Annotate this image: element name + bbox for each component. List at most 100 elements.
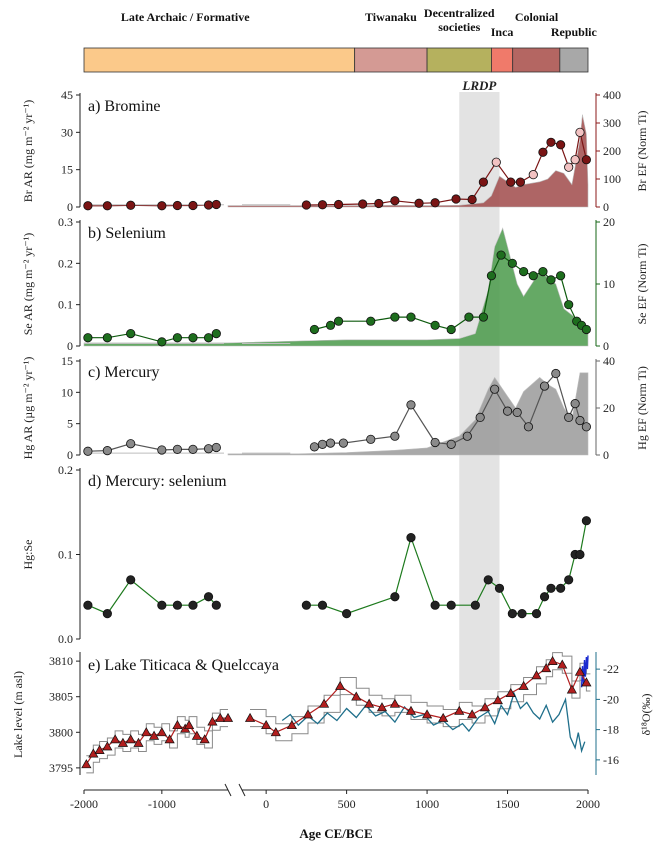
right-tick-label: 300 xyxy=(603,116,621,130)
data-point xyxy=(430,437,440,448)
right-tick-label: -22 xyxy=(603,662,619,676)
lake-level-band xyxy=(86,726,228,774)
panel-1: 0 15 30 45 Br AR (mg m⁻² yr⁻¹) 0 100 200 300 400 B… xyxy=(21,88,649,214)
data-point xyxy=(390,196,400,206)
data-point xyxy=(366,316,376,326)
panel-label: c) Mercury xyxy=(88,364,160,381)
lake-level-point xyxy=(117,737,129,747)
lake-level-point xyxy=(261,719,272,730)
data-point xyxy=(126,328,136,339)
lake-level-point xyxy=(81,759,92,769)
data-point xyxy=(211,199,221,210)
lake-level-point xyxy=(389,698,400,708)
data-point xyxy=(102,446,112,456)
data-point xyxy=(188,444,198,454)
data-point xyxy=(546,583,556,593)
era-label: Tiwanaku xyxy=(365,10,417,24)
lrdp-label: LRDP xyxy=(461,78,497,93)
era-label: Colonial xyxy=(515,10,559,24)
data-point xyxy=(446,439,456,449)
data-point xyxy=(390,312,400,322)
data-point xyxy=(374,198,384,209)
left-tick-label: 0 xyxy=(67,339,73,353)
data-point xyxy=(539,381,550,391)
lake-level-point xyxy=(302,709,314,719)
data-point xyxy=(464,312,474,322)
lake-level-point xyxy=(574,666,586,676)
data-point xyxy=(581,324,591,335)
data-point xyxy=(502,406,513,416)
data-point xyxy=(157,600,167,610)
data-point xyxy=(188,200,198,211)
left-tick-label: 0.2 xyxy=(58,463,73,477)
lake-level-point xyxy=(467,709,478,719)
data-point xyxy=(203,444,214,454)
x-axis-label: Age CE/BCE xyxy=(299,826,372,841)
data-point xyxy=(564,300,574,310)
right-tick-label: -18 xyxy=(603,723,619,737)
data-point xyxy=(528,170,538,180)
lake-level-point xyxy=(156,727,167,737)
data-point xyxy=(203,592,214,602)
era-label: Inca xyxy=(491,25,514,39)
right-tick-label: 100 xyxy=(603,172,621,186)
lake-level-point xyxy=(148,730,160,740)
right-tick-label: -20 xyxy=(603,692,619,706)
panel-label: e) Lake Titicaca & Quelccaya xyxy=(88,657,279,674)
data-point xyxy=(483,575,493,585)
lake-level-point xyxy=(141,727,152,737)
right-tick-label: 20 xyxy=(603,215,615,229)
left-tick-label: 0 xyxy=(67,448,73,462)
era-segment xyxy=(83,47,356,73)
data-point xyxy=(126,200,136,210)
lake-level-point xyxy=(183,719,195,730)
lake-level-point xyxy=(505,687,516,697)
era-label-line: Decentralized xyxy=(424,6,495,20)
series-line xyxy=(306,132,587,206)
panel-label: b) Selenium xyxy=(88,225,166,242)
data-point xyxy=(446,600,456,610)
data-point xyxy=(531,609,542,619)
lake-level-point xyxy=(318,698,330,708)
data-point xyxy=(538,266,548,277)
panel-4: 0.0 0.1 0.2 Hg:Se d) Mercury: selenium xyxy=(21,463,591,646)
data-point xyxy=(467,194,477,205)
era-segment xyxy=(426,47,492,73)
left-tick-label: 15 xyxy=(61,163,73,177)
data-point xyxy=(570,155,580,165)
right-tick-label: 0 xyxy=(603,339,609,353)
lake-level-point xyxy=(376,702,388,712)
data-point xyxy=(172,333,183,343)
data-point xyxy=(490,384,500,394)
data-point xyxy=(406,532,416,543)
data-point xyxy=(581,422,591,432)
data-point xyxy=(506,177,516,187)
left-axis-label: Lake level (m asl) xyxy=(11,671,25,758)
x-axis: -2000 -1000 0 500 1000 1500 2000 xyxy=(70,783,600,811)
right-tick-label: 0 xyxy=(603,200,609,214)
data-point xyxy=(475,412,485,422)
lake-level-point xyxy=(94,744,105,754)
data-point xyxy=(342,609,352,619)
data-point xyxy=(211,600,221,610)
data-point xyxy=(211,328,221,339)
lake-level-point xyxy=(286,719,297,730)
lake-level-point xyxy=(492,695,503,705)
lake-level-point xyxy=(335,680,346,690)
lake-level-point xyxy=(454,705,465,715)
data-point xyxy=(528,271,538,281)
panel-2: 0 0.1 0.2 0.3 Se AR (mg m⁻² yr⁻¹) 0 10 20 Se EF … xyxy=(21,215,649,353)
lake-level-band xyxy=(250,669,591,742)
lake-level-point xyxy=(199,734,210,744)
data-point xyxy=(546,275,556,285)
panel-3: 0 5 10 15 Hg AR (µg m⁻² yr⁻¹) 0 20 40 Hg EF (Nor… xyxy=(21,354,649,462)
data-point xyxy=(575,549,585,560)
data-point xyxy=(446,324,456,335)
panel-label: a) Bromine xyxy=(88,98,160,115)
lake-level-point xyxy=(164,734,175,744)
lake-level-point xyxy=(102,741,113,751)
left-tick-label: 30 xyxy=(61,125,73,139)
lake-level-point xyxy=(566,684,578,694)
